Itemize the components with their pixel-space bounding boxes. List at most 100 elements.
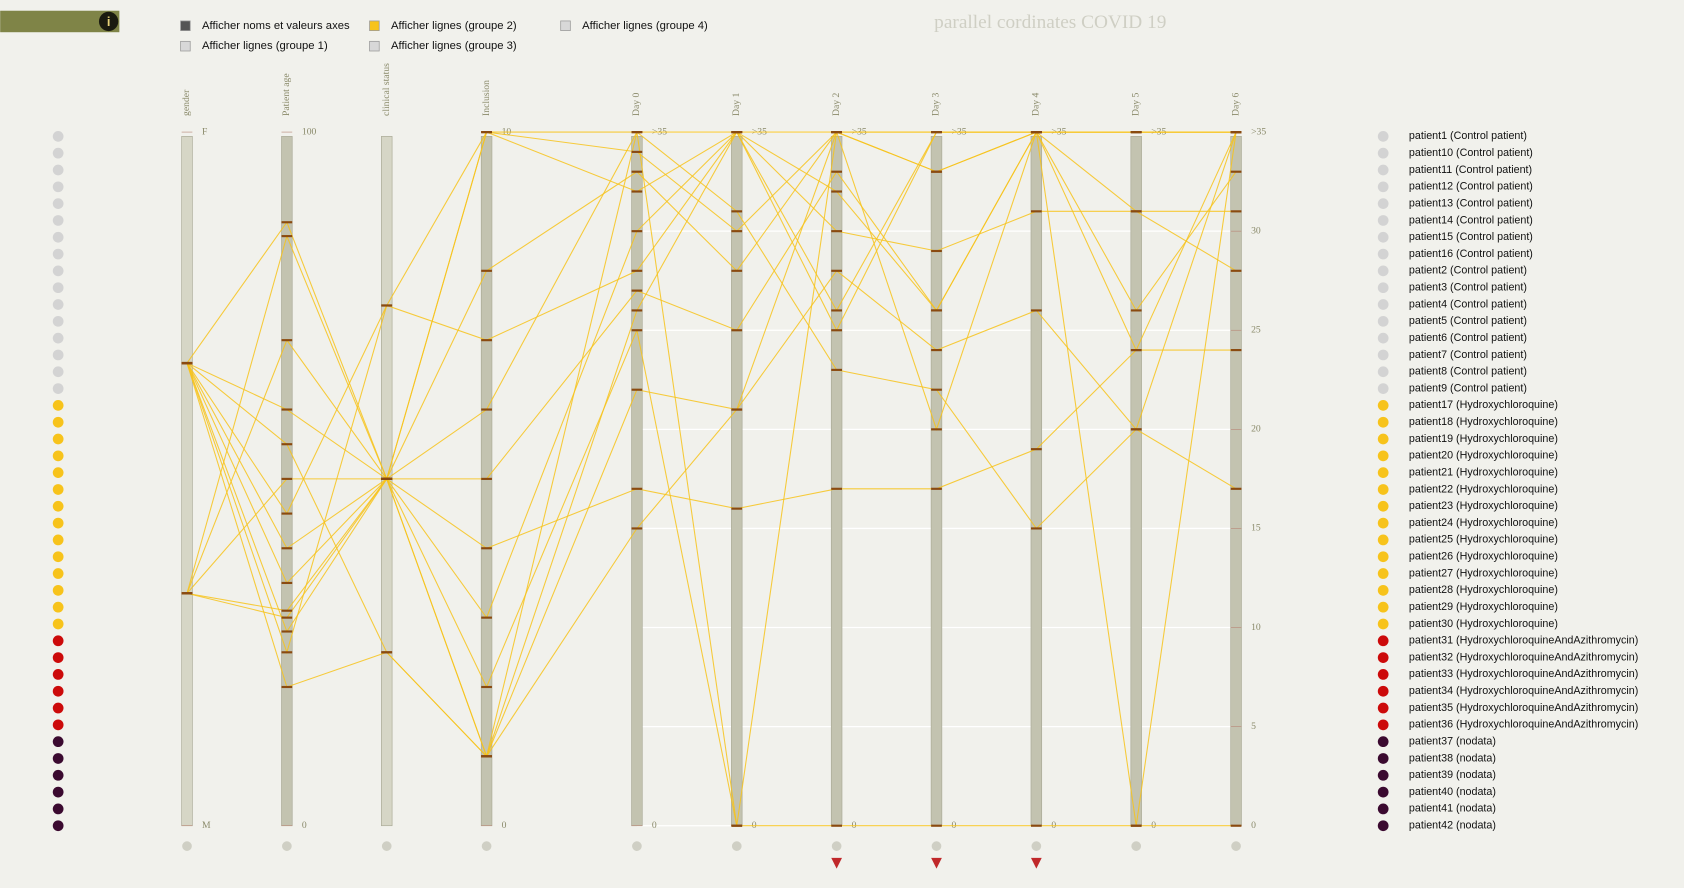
patient-dot-left[interactable] (52, 265, 64, 277)
patient-label[interactable]: patient20 (Hydroxychloroquine) (1409, 450, 1558, 462)
patient-label[interactable]: patient34 (HydroxychloroquineAndAzithrom… (1409, 685, 1638, 697)
patient-label[interactable]: patient22 (Hydroxychloroquine) (1409, 483, 1558, 495)
patient-dot-left[interactable] (52, 769, 64, 781)
patient-label[interactable]: patient33 (HydroxychloroquineAndAzithrom… (1409, 668, 1638, 680)
patient-dot[interactable] (1377, 215, 1389, 226)
axis-handle[interactable] (931, 841, 942, 851)
patient-dot[interactable] (1377, 736, 1389, 748)
patient-dot-left[interactable] (52, 786, 64, 798)
axis-handle[interactable] (1131, 841, 1142, 851)
patient-dot[interactable] (1377, 265, 1389, 277)
patient-dot-left[interactable] (52, 551, 64, 563)
patient-dot-left[interactable] (52, 803, 64, 815)
patient-label[interactable]: patient39 (nodata) (1409, 769, 1496, 781)
patient-dot[interactable] (1377, 383, 1389, 394)
patient-dot-left[interactable] (52, 400, 64, 411)
axis-handle[interactable] (481, 841, 492, 851)
patient-label[interactable]: patient38 (nodata) (1409, 752, 1496, 764)
patient-dot[interactable] (1377, 248, 1389, 260)
patient-dot-left[interactable] (52, 416, 64, 428)
patient-label[interactable]: patient40 (nodata) (1409, 786, 1496, 798)
patient-dot[interactable] (1377, 349, 1389, 361)
patient-label[interactable]: patient11 (Control patient) (1409, 164, 1532, 176)
patient-label[interactable]: patient28 (Hydroxychloroquine) (1409, 584, 1558, 596)
patient-dot-left[interactable] (52, 702, 64, 714)
patient-label[interactable]: patient37 (nodata) (1409, 735, 1496, 747)
patient-label[interactable]: patient19 (Hydroxychloroquine) (1409, 433, 1558, 445)
patient-label[interactable]: patient31 (HydroxychloroquineAndAzithrom… (1409, 635, 1638, 647)
checkbox[interactable] (369, 40, 380, 52)
patient-dot[interactable] (1377, 786, 1389, 798)
patient-label[interactable]: patient23 (Hydroxychloroquine) (1409, 500, 1558, 512)
patient-dot[interactable] (1377, 601, 1389, 613)
info-bar[interactable] (0, 10, 120, 33)
patient-label[interactable]: patient15 (Control patient) (1409, 231, 1533, 243)
patient-dot-left[interactable] (52, 568, 64, 579)
patient-dot[interactable] (1377, 820, 1389, 832)
patient-dot[interactable] (1377, 534, 1389, 546)
patient-dot-left[interactable] (52, 736, 64, 748)
patient-dot-left[interactable] (52, 215, 64, 226)
info-button[interactable] (98, 11, 119, 32)
patient-dot-left[interactable] (52, 601, 64, 613)
patient-dot[interactable] (1377, 618, 1389, 630)
patient-dot-left[interactable] (52, 299, 64, 310)
checkbox[interactable] (560, 20, 571, 31)
patient-dot[interactable] (1377, 484, 1389, 495)
patient-label[interactable]: patient24 (Hydroxychloroquine) (1409, 517, 1558, 529)
checkbox-label[interactable]: Afficher lignes (groupe 1) (202, 40, 328, 52)
patient-label[interactable]: patient7 (Control patient) (1409, 349, 1527, 361)
axis-handle[interactable] (731, 841, 742, 851)
patient-dot-left[interactable] (52, 820, 64, 832)
patient-dot-left[interactable] (52, 231, 64, 243)
patient-dot[interactable] (1377, 551, 1389, 563)
patient-dot[interactable] (1377, 803, 1389, 815)
patient-dot[interactable] (1377, 635, 1389, 647)
patient-dot[interactable] (1377, 231, 1389, 243)
checkbox[interactable] (180, 40, 191, 52)
patient-dot[interactable] (1377, 467, 1389, 479)
patient-dot-left[interactable] (52, 635, 64, 647)
patient-label[interactable]: patient9 (Control patient) (1409, 382, 1527, 394)
patient-dot[interactable] (1377, 366, 1389, 378)
axis-handle[interactable] (1231, 841, 1241, 851)
patient-dot[interactable] (1377, 753, 1389, 764)
patient-label[interactable]: patient12 (Control patient) (1409, 181, 1533, 193)
patient-label[interactable]: patient21 (Hydroxychloroquine) (1409, 466, 1558, 478)
patient-dot-left[interactable] (52, 685, 64, 697)
patient-dot[interactable] (1377, 702, 1389, 714)
patient-dot-left[interactable] (52, 500, 64, 512)
patient-dot-left[interactable] (52, 130, 64, 142)
patient-dot[interactable] (1377, 198, 1389, 209)
patient-label[interactable]: patient16 (Control patient) (1409, 248, 1533, 260)
filter-marker[interactable] (1030, 857, 1042, 869)
patient-dot-left[interactable] (52, 484, 64, 495)
patient-dot[interactable] (1377, 130, 1389, 142)
axis-handle[interactable] (282, 841, 292, 851)
patient-dot[interactable] (1377, 450, 1389, 462)
patient-dot-left[interactable] (52, 164, 64, 176)
axis-handle[interactable] (381, 841, 392, 851)
checkbox[interactable] (369, 20, 380, 31)
patient-dot[interactable] (1377, 517, 1389, 529)
patient-label[interactable]: patient2 (Control patient) (1409, 265, 1527, 277)
filter-marker[interactable] (831, 857, 842, 869)
patient-dot-left[interactable] (52, 450, 64, 462)
checkbox-label[interactable]: Afficher lignes (groupe 3) (391, 40, 517, 52)
patient-dot[interactable] (1377, 147, 1389, 159)
patient-dot[interactable] (1377, 416, 1389, 428)
patient-dot-left[interactable] (52, 181, 64, 193)
patient-dot-left[interactable] (52, 584, 64, 596)
patient-label[interactable]: patient1 (Control patient) (1409, 130, 1527, 142)
patient-label[interactable]: patient5 (Control patient) (1409, 315, 1527, 327)
info-icon[interactable]: i (107, 14, 111, 29)
patient-dot-left[interactable] (52, 366, 64, 378)
axis-handle[interactable] (182, 841, 192, 851)
patient-dot-left[interactable] (52, 282, 64, 294)
patient-label[interactable]: patient41 (nodata) (1409, 803, 1496, 815)
axis-handle[interactable] (1031, 841, 1042, 851)
patient-dot-left[interactable] (52, 349, 64, 361)
patient-label[interactable]: patient25 (Hydroxychloroquine) (1409, 534, 1558, 546)
patient-dot[interactable] (1377, 685, 1389, 697)
patient-dot[interactable] (1377, 719, 1389, 731)
